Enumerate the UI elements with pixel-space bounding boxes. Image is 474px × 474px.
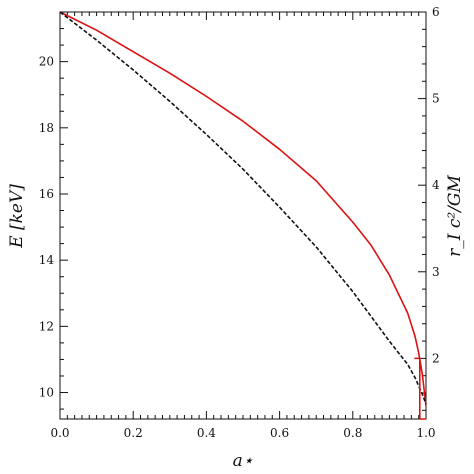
y2-tick-label: 3: [432, 265, 440, 279]
solid-curve-2: [414, 357, 426, 420]
dashed-curve-1: [59, 11, 427, 405]
y-axis-ticks: 10 12 14 16 18 20: [39, 11, 68, 410]
y-tick-label: 14: [39, 253, 55, 267]
y-axis-label: E [keV]: [7, 184, 27, 249]
x-tick-label: 0.4: [197, 426, 216, 440]
y-tick-label: 12: [39, 319, 54, 333]
y-tick-label: 16: [39, 187, 54, 201]
y-tick-label: 18: [39, 121, 54, 135]
x-tick-label: 0.0: [50, 426, 69, 440]
y2-axis-label: r_I c²/GM: [445, 175, 465, 257]
x-tick-label: 0.2: [124, 426, 143, 440]
x-axis-label: a⋆: [233, 451, 254, 471]
x-tick-label: 0.8: [343, 426, 362, 440]
y2-tick-label: 4: [432, 178, 440, 192]
plot-area: [59, 11, 427, 420]
y-tick-label: 10: [39, 386, 54, 400]
y2-tick-label: 6: [432, 5, 440, 19]
x-axis-ticks: 0.0 0.2 0.4 0.6 0.8 1.0: [50, 12, 436, 440]
y-tick-label: 20: [39, 55, 54, 69]
y2-axis-ticks: 2 3 4 5 6: [418, 5, 440, 411]
x-tick-label: 1.0: [416, 426, 435, 440]
plot-frame: [59, 11, 427, 420]
x-tick-label: 0.6: [270, 426, 289, 440]
series-group: [59, 11, 427, 420]
solid-curve-0: [59, 11, 427, 406]
y2-tick-label: 2: [432, 351, 440, 365]
y2-tick-label: 5: [432, 92, 440, 106]
